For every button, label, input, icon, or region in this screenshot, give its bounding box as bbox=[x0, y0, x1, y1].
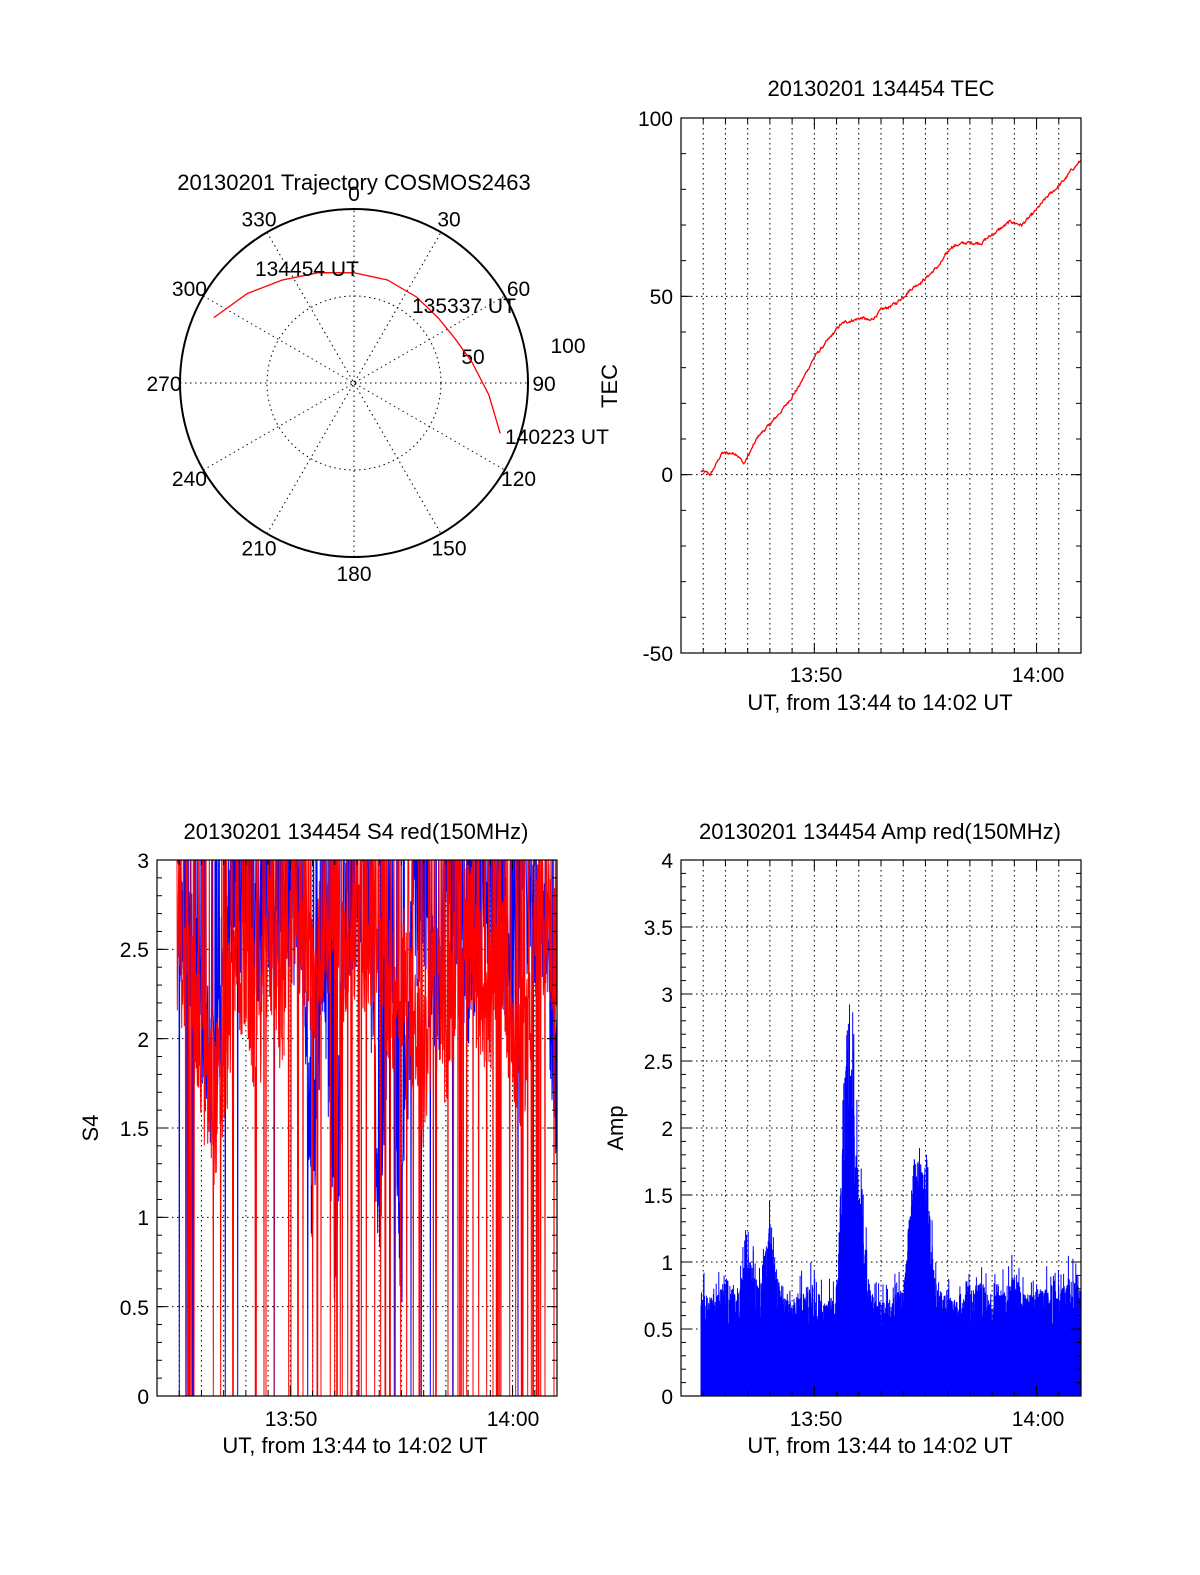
trajectory-start-label: 134454 UT bbox=[255, 258, 359, 281]
polar-spokes bbox=[180, 209, 528, 557]
radial-label-100: 100 bbox=[550, 335, 585, 358]
s4-grid bbox=[157, 860, 558, 1396]
s4-ytick-0: 0 bbox=[137, 1386, 149, 1409]
tec-line bbox=[700, 160, 1082, 477]
trajectory-title: 20130201 Trajectory COSMOS2463 bbox=[177, 170, 530, 195]
amp-ytick-0.5: 0.5 bbox=[644, 1319, 673, 1342]
tec-ytick-50: 50 bbox=[650, 286, 673, 309]
tec-ylabel: TEC bbox=[597, 364, 622, 408]
tec-grid bbox=[681, 118, 1082, 653]
s4-series bbox=[176, 860, 557, 1396]
azimuth-label-180: 180 bbox=[336, 563, 371, 586]
amp-ticks bbox=[681, 859, 1082, 1397]
azimuth-label-0: 0 bbox=[348, 183, 360, 206]
polar-spoke-60 bbox=[203, 295, 505, 471]
trajectory-end-label: 140223 UT bbox=[505, 426, 609, 449]
s4-ytick-2.5: 2.5 bbox=[120, 939, 149, 962]
polar-mid-circle bbox=[266, 295, 442, 471]
tec-ticks bbox=[681, 117, 1082, 654]
s4-series-clip bbox=[176, 860, 557, 1396]
amp-title: 20130201 134454 Amp red(150MHz) bbox=[699, 819, 1061, 844]
amp-xlabel: UT, from 13:44 to 14:02 UT bbox=[747, 1433, 1012, 1458]
azimuth-label-150: 150 bbox=[431, 538, 466, 561]
amp-ytick-2.5: 2.5 bbox=[644, 1051, 673, 1074]
tec-xlabel: UT, from 13:44 to 14:02 UT bbox=[747, 690, 1012, 715]
tec-chart: 20130201 134454 TEC 100 50 0 -50 13:50 1… bbox=[597, 76, 1082, 715]
tec-xtick-1350: 13:50 bbox=[790, 664, 843, 687]
amp-ytick-4: 4 bbox=[661, 850, 673, 873]
azimuth-label-30: 30 bbox=[437, 208, 460, 231]
trajectory-chart: 20130201 Trajectory COSMOS2463 0 30 60 90 12… bbox=[146, 170, 609, 586]
azimuth-label-90: 90 bbox=[532, 373, 555, 396]
s4-xtick-1400: 14:00 bbox=[487, 1408, 540, 1431]
azimuth-label-270: 270 bbox=[146, 373, 181, 396]
s4-ytick-0.5: 0.5 bbox=[120, 1297, 149, 1320]
amp-ytick-1: 1 bbox=[661, 1252, 673, 1275]
s4-xlabel: UT, from 13:44 to 14:02 UT bbox=[222, 1433, 487, 1458]
azimuth-label-330: 330 bbox=[241, 208, 276, 231]
azimuth-label-300: 300 bbox=[172, 278, 207, 301]
amp-ytick-3: 3 bbox=[661, 984, 673, 1007]
s4-ylabel: S4 bbox=[78, 1115, 103, 1142]
amp-xtick-1350: 13:50 bbox=[790, 1408, 843, 1431]
polar-spoke-120 bbox=[203, 295, 505, 471]
s4-title: 20130201 134454 S4 red(150MHz) bbox=[184, 819, 529, 844]
tec-ytick-0: 0 bbox=[661, 464, 673, 487]
s4-chart: 20130201 134454 S4 red(150MHz) 3 2.5 2 1… bbox=[78, 819, 558, 1458]
s4-ticks bbox=[157, 859, 558, 1397]
polar-spoke-30 bbox=[266, 232, 442, 534]
tec-ytick-minus50: -50 bbox=[643, 643, 673, 666]
s4-ytick-2: 2 bbox=[137, 1029, 149, 1052]
azimuth-label-60: 60 bbox=[507, 278, 530, 301]
amp-ylabel: Amp bbox=[603, 1105, 628, 1150]
amp-series bbox=[700, 1004, 1082, 1396]
azimuth-label-240: 240 bbox=[172, 468, 207, 491]
azimuth-label-210: 210 bbox=[241, 538, 276, 561]
amp-ytick-0: 0 bbox=[661, 1386, 673, 1409]
tec-ytick-100: 100 bbox=[638, 108, 673, 131]
s4-ytick-3: 3 bbox=[137, 850, 149, 873]
s4-line-red bbox=[176, 860, 557, 1396]
trajectory-mid-label: 135337 UT bbox=[412, 295, 516, 318]
polar-grid bbox=[179, 208, 529, 558]
tec-title: 20130201 134454 TEC bbox=[767, 76, 994, 101]
s4-xtick-1350: 13:50 bbox=[265, 1408, 318, 1431]
azimuth-label-120: 120 bbox=[501, 468, 536, 491]
s4-ytick-1.5: 1.5 bbox=[120, 1118, 149, 1141]
amp-chart: 20130201 134454 Amp red(150MHz) 4 3.5 3 … bbox=[603, 819, 1082, 1458]
tec-series bbox=[700, 160, 1082, 477]
amp-ytick-2: 2 bbox=[661, 1118, 673, 1141]
tec-xtick-1400: 14:00 bbox=[1012, 664, 1065, 687]
amp-xtick-1400: 14:00 bbox=[1012, 1408, 1065, 1431]
amp-ytick-3.5: 3.5 bbox=[644, 917, 673, 940]
azimuth-labels: 0 30 60 90 120 150 180 210 240 270 300 330 bbox=[146, 183, 555, 586]
amp-line bbox=[700, 1004, 1082, 1396]
amp-ytick-1.5: 1.5 bbox=[644, 1185, 673, 1208]
s4-ytick-1: 1 bbox=[137, 1207, 149, 1230]
polar-spoke-150 bbox=[266, 232, 442, 534]
radial-label-50: 50 bbox=[461, 346, 484, 369]
trajectory-line bbox=[213, 272, 501, 434]
